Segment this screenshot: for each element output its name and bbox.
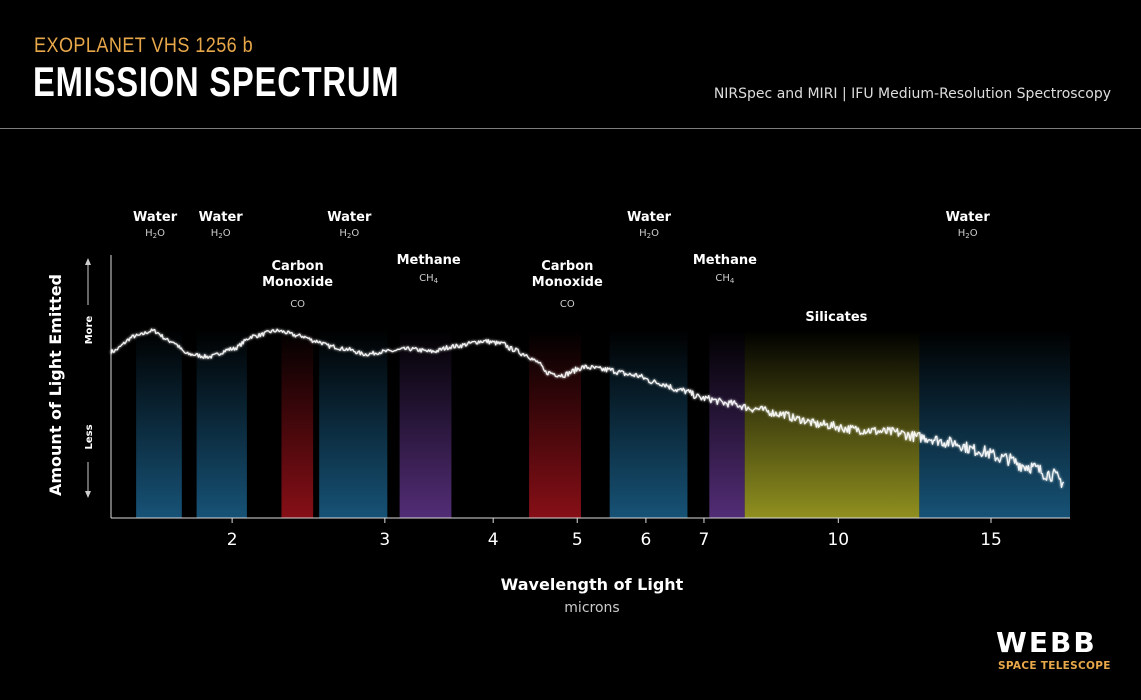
chart-kicker: EXOPLANET VHS 1256 b xyxy=(34,34,254,57)
molecule-label: Silicates xyxy=(805,310,867,325)
molecule-name: Methane xyxy=(397,253,461,268)
water-band xyxy=(136,330,182,518)
molecule-formula: H2O xyxy=(339,228,359,240)
methane-band xyxy=(709,330,745,518)
x-axis-unit: microns xyxy=(564,600,619,616)
molecule-name: Methane xyxy=(693,253,757,268)
x-tick-label: 3 xyxy=(379,530,390,550)
methane-band xyxy=(399,330,452,518)
molecule-label: Water H2O xyxy=(199,210,244,240)
emission-spectrum-chart: 2 3 4 5 6 7 10 15 WaterH2OWaterH2OWaterH2OWater… xyxy=(46,210,1070,616)
webb-logo-wordmark: WEBB xyxy=(996,626,1097,659)
y-more-arrowhead xyxy=(85,258,91,265)
x-tick-label: 5 xyxy=(572,530,583,550)
water-band xyxy=(609,330,688,518)
spectrum-series xyxy=(110,328,1065,489)
carbon-monoxide-band xyxy=(529,330,581,518)
water-band xyxy=(919,330,1070,518)
molecule-name: Monoxide xyxy=(262,275,333,290)
spectrum-line xyxy=(110,328,1065,489)
molecule-label: Water H2O xyxy=(133,210,178,240)
x-tick-label: 7 xyxy=(699,530,710,550)
chart-title: EMISSION SPECTRUM xyxy=(33,58,400,105)
molecule-formula: H2O xyxy=(639,228,659,240)
y-axis-title: Amount of Light Emitted xyxy=(46,274,65,496)
molecule-label: Water H2O xyxy=(946,210,991,240)
x-tick-label: 4 xyxy=(488,530,499,550)
molecule-name: Water xyxy=(327,210,372,225)
webb-logo-subtitle: SPACE TELESCOPE xyxy=(998,660,1111,672)
molecule-bands xyxy=(136,330,1070,518)
axes xyxy=(110,255,1070,519)
molecule-label: Methane CH4 xyxy=(693,253,757,285)
molecule-name: Water xyxy=(133,210,178,225)
molecule-formula: CH4 xyxy=(419,273,439,285)
chart-subtitle: NIRSpec and MIRI | IFU Medium-Resolution… xyxy=(713,86,1111,102)
water-band xyxy=(319,330,388,518)
y-less-label: Less xyxy=(84,424,95,449)
molecule-formula: H2O xyxy=(211,228,231,240)
molecule-label: Water H2O xyxy=(327,210,372,240)
y-less-arrowhead xyxy=(85,491,91,498)
x-ticks: 2 3 4 5 6 7 10 15 xyxy=(227,518,1002,550)
molecule-label: Methane CH4 xyxy=(397,253,461,285)
molecule-label: Water H2O xyxy=(627,210,672,240)
molecule-name: Monoxide xyxy=(532,275,603,290)
molecule-name: Silicates xyxy=(805,310,867,325)
x-tick-label: 15 xyxy=(980,530,1002,550)
x-axis-title: Wavelength of Light xyxy=(501,575,684,594)
header-divider xyxy=(0,128,1141,129)
molecule-name: Water xyxy=(627,210,672,225)
carbon-monoxide-band xyxy=(281,330,314,518)
molecule-labels: Water H2O Water H2O Water H2O Water H2O Water H2O… xyxy=(133,210,990,325)
x-tick-label: 2 xyxy=(227,530,238,550)
molecule-name: Carbon xyxy=(272,259,324,274)
molecule-name: Water xyxy=(199,210,244,225)
molecule-formula: CO xyxy=(290,299,305,310)
x-tick-label: 6 xyxy=(640,530,651,550)
x-tick-label: 10 xyxy=(827,530,849,550)
y-more-label: More xyxy=(84,316,95,345)
molecule-name: Carbon xyxy=(541,259,593,274)
molecule-formula: H2O xyxy=(958,228,978,240)
water-band xyxy=(196,330,247,518)
molecule-formula: CH4 xyxy=(715,273,735,285)
molecule-formula: H2O xyxy=(145,228,165,240)
molecule-name: Water xyxy=(946,210,991,225)
molecule-formula: CO xyxy=(560,299,575,310)
